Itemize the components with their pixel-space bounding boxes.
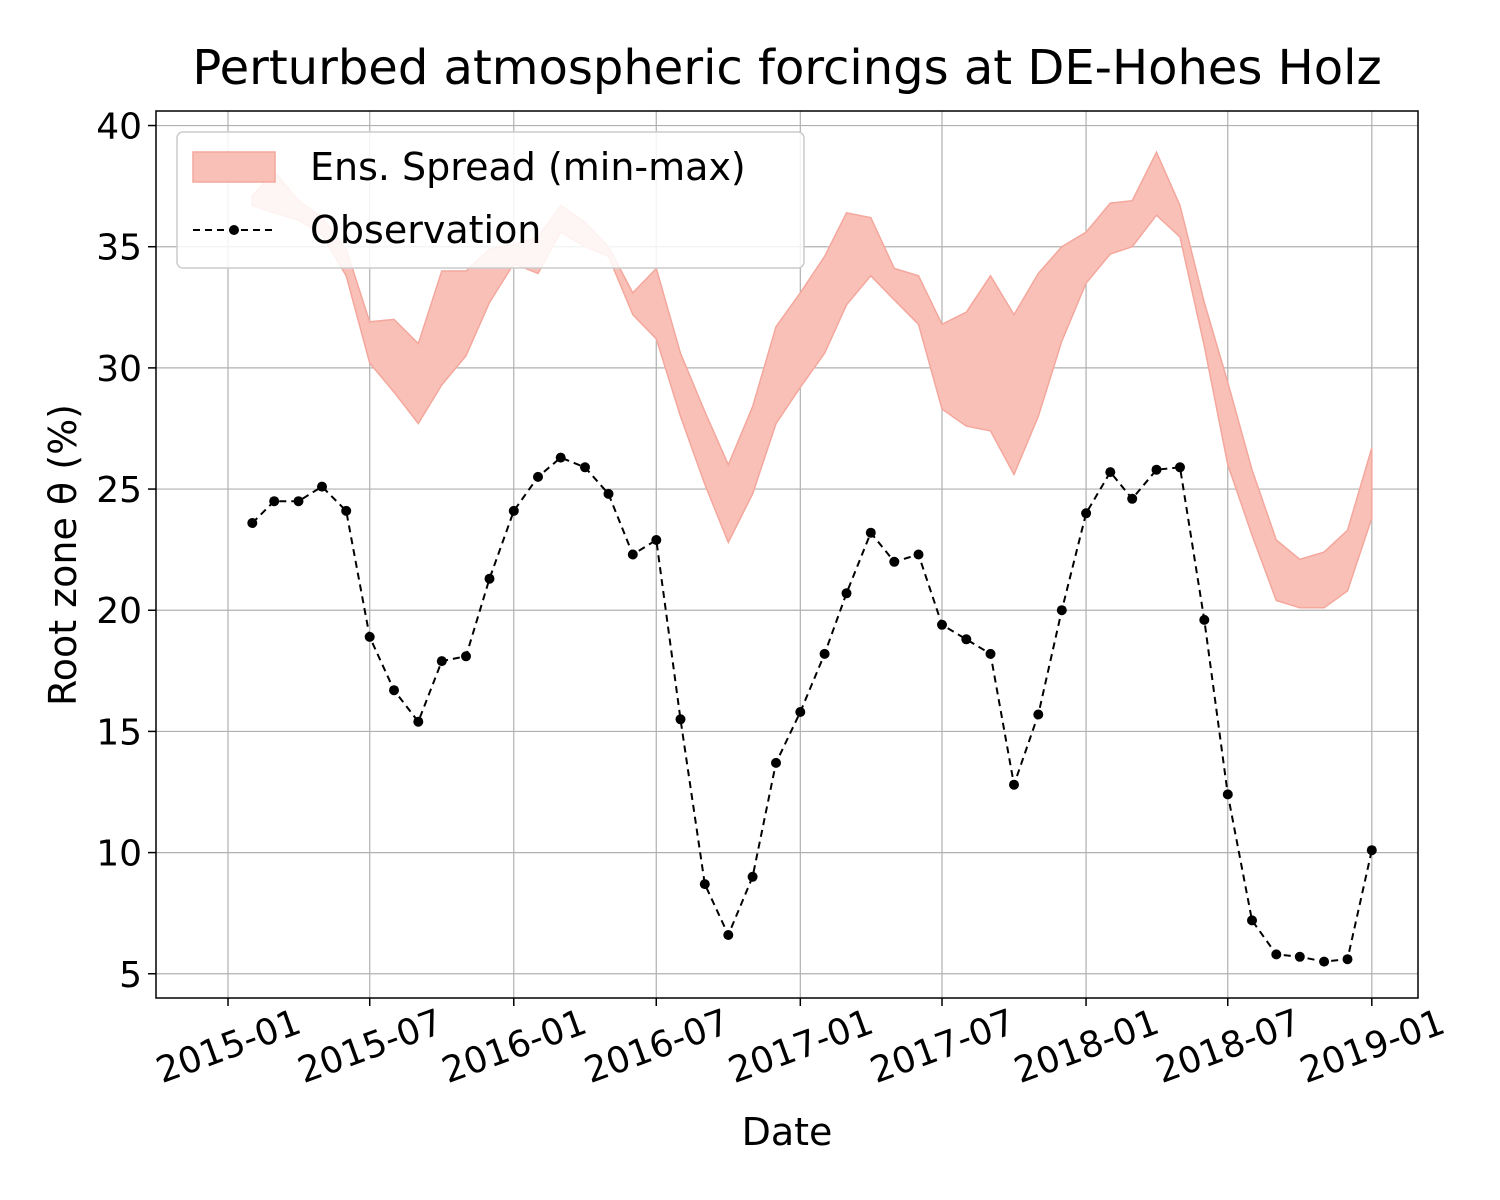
observation-line xyxy=(251,456,1373,963)
grid-lines xyxy=(156,111,1418,998)
legend-observation-marker xyxy=(229,225,239,235)
observation-point xyxy=(555,452,566,463)
observation-point xyxy=(865,527,876,538)
observation-point xyxy=(841,588,852,599)
observation-point xyxy=(1127,493,1138,504)
x-tick-label: 2015-01 xyxy=(151,1002,306,1092)
observation-point xyxy=(1222,789,1233,800)
x-axis-ticks: 2015-012015-072016-012016-072017-012017-… xyxy=(151,998,1450,1092)
observation-point xyxy=(937,619,947,630)
observation-point xyxy=(1199,614,1210,625)
observation-point xyxy=(436,656,447,667)
x-tick-label: 2016-07 xyxy=(579,1002,734,1092)
observation-point xyxy=(627,549,638,560)
observation-point xyxy=(247,518,258,528)
legend-observation-label: Observation xyxy=(310,208,541,252)
observation-point xyxy=(747,871,758,882)
observation-point xyxy=(1366,845,1377,856)
observation-point xyxy=(651,535,662,545)
x-axis-title: Date xyxy=(742,1110,833,1154)
observation-point xyxy=(1081,508,1092,519)
observation-point xyxy=(293,496,304,507)
observation-point xyxy=(1151,464,1162,475)
observation-point xyxy=(461,651,471,662)
observation-point xyxy=(723,930,734,940)
observation-point xyxy=(580,462,590,473)
x-tick-label: 2016-01 xyxy=(437,1002,592,1092)
observation-point xyxy=(889,556,900,567)
observation-point xyxy=(1319,956,1330,967)
legend-band-label: Ens. Spread (min-max) xyxy=(310,145,746,189)
y-axis-title: Root zone θ (%) xyxy=(41,404,85,706)
observation-point xyxy=(603,488,614,499)
observation-point xyxy=(341,505,352,516)
observation-point xyxy=(413,716,424,727)
observation-line-group xyxy=(247,452,1377,967)
x-tick-label: 2017-01 xyxy=(723,1002,878,1092)
observation-point xyxy=(675,714,686,725)
x-tick-label: 2015-07 xyxy=(293,1002,448,1092)
observation-point xyxy=(508,505,519,516)
observation-point xyxy=(1342,954,1353,965)
observation-point xyxy=(1056,605,1067,616)
observation-point xyxy=(1033,709,1044,720)
plot-frame xyxy=(155,110,1419,999)
y-tick-label: 5 xyxy=(119,955,142,996)
y-tick-label: 30 xyxy=(96,349,142,390)
y-tick-label: 10 xyxy=(96,834,142,875)
y-tick-label: 40 xyxy=(96,107,142,148)
observation-point xyxy=(364,631,375,642)
observation-point xyxy=(985,648,996,659)
observation-point xyxy=(961,634,972,645)
observation-point xyxy=(317,481,327,492)
y-tick-label: 25 xyxy=(96,470,142,511)
chart-title: Perturbed atmospheric forcings at DE-Hoh… xyxy=(192,40,1381,96)
x-tick-label: 2018-01 xyxy=(1009,1002,1164,1092)
observation-point xyxy=(913,549,924,560)
observation-point xyxy=(269,496,280,507)
x-tick-label: 2018-07 xyxy=(1151,1002,1306,1092)
y-tick-label: 35 xyxy=(96,228,142,269)
observation-point xyxy=(771,757,781,768)
observation-point xyxy=(484,573,495,584)
observation-point xyxy=(389,685,399,696)
y-tick-label: 15 xyxy=(96,712,142,753)
x-tick-label: 2017-07 xyxy=(865,1002,1020,1092)
observation-point xyxy=(795,707,806,717)
observation-point xyxy=(1294,951,1305,962)
observation-point xyxy=(699,879,710,890)
legend: Ens. Spread (min-max) Observation xyxy=(176,131,805,269)
observation-point xyxy=(1009,779,1019,790)
observation-point xyxy=(819,648,830,659)
observation-point xyxy=(1247,915,1257,926)
y-tick-label: 20 xyxy=(96,591,142,632)
observation-point xyxy=(1175,462,1185,473)
observation-point xyxy=(1271,949,1282,960)
x-tick-label: 2019-01 xyxy=(1295,1002,1450,1092)
observation-point xyxy=(533,471,543,482)
legend-box xyxy=(176,131,805,269)
legend-band-swatch xyxy=(192,151,276,183)
observation-point xyxy=(1105,467,1116,478)
y-axis-ticks: 5 10 15 20 25 30 35 40 xyxy=(96,107,156,996)
